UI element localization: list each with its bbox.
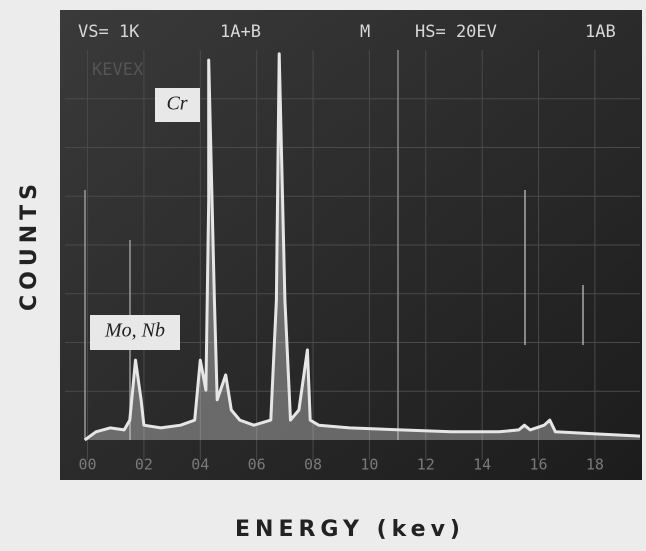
x-tick-label: 10 bbox=[360, 456, 378, 474]
annotation-box bbox=[155, 88, 200, 122]
x-tick-label: 08 bbox=[304, 456, 322, 474]
x-tick-label: 14 bbox=[473, 456, 491, 474]
x-tick-label: 00 bbox=[79, 456, 97, 474]
x-axis-label: ENERGY (kev) bbox=[235, 517, 465, 542]
screen-header: 1A+B bbox=[220, 22, 261, 42]
x-tick-label: 06 bbox=[248, 456, 266, 474]
y-axis-label: COUNTS bbox=[17, 179, 42, 311]
screen-header: 1AB bbox=[585, 22, 616, 42]
x-tick-label: 12 bbox=[417, 456, 435, 474]
x-tick-label: 02 bbox=[135, 456, 153, 474]
spectrum bbox=[83, 52, 641, 442]
screen-header: VS= 1K bbox=[78, 22, 140, 42]
annotation-box bbox=[90, 315, 180, 350]
annotation: Mo, Nb bbox=[104, 320, 165, 342]
screen-header: M bbox=[360, 22, 370, 42]
grid bbox=[65, 50, 640, 460]
screen-label: KEVEX bbox=[92, 60, 144, 80]
x-tick-label: 18 bbox=[586, 456, 604, 474]
annotation: Cr bbox=[166, 93, 187, 115]
x-tick-label: 16 bbox=[529, 456, 547, 474]
x-tick-label: 04 bbox=[191, 456, 209, 474]
screen-header: HS= 20EV bbox=[415, 22, 497, 42]
